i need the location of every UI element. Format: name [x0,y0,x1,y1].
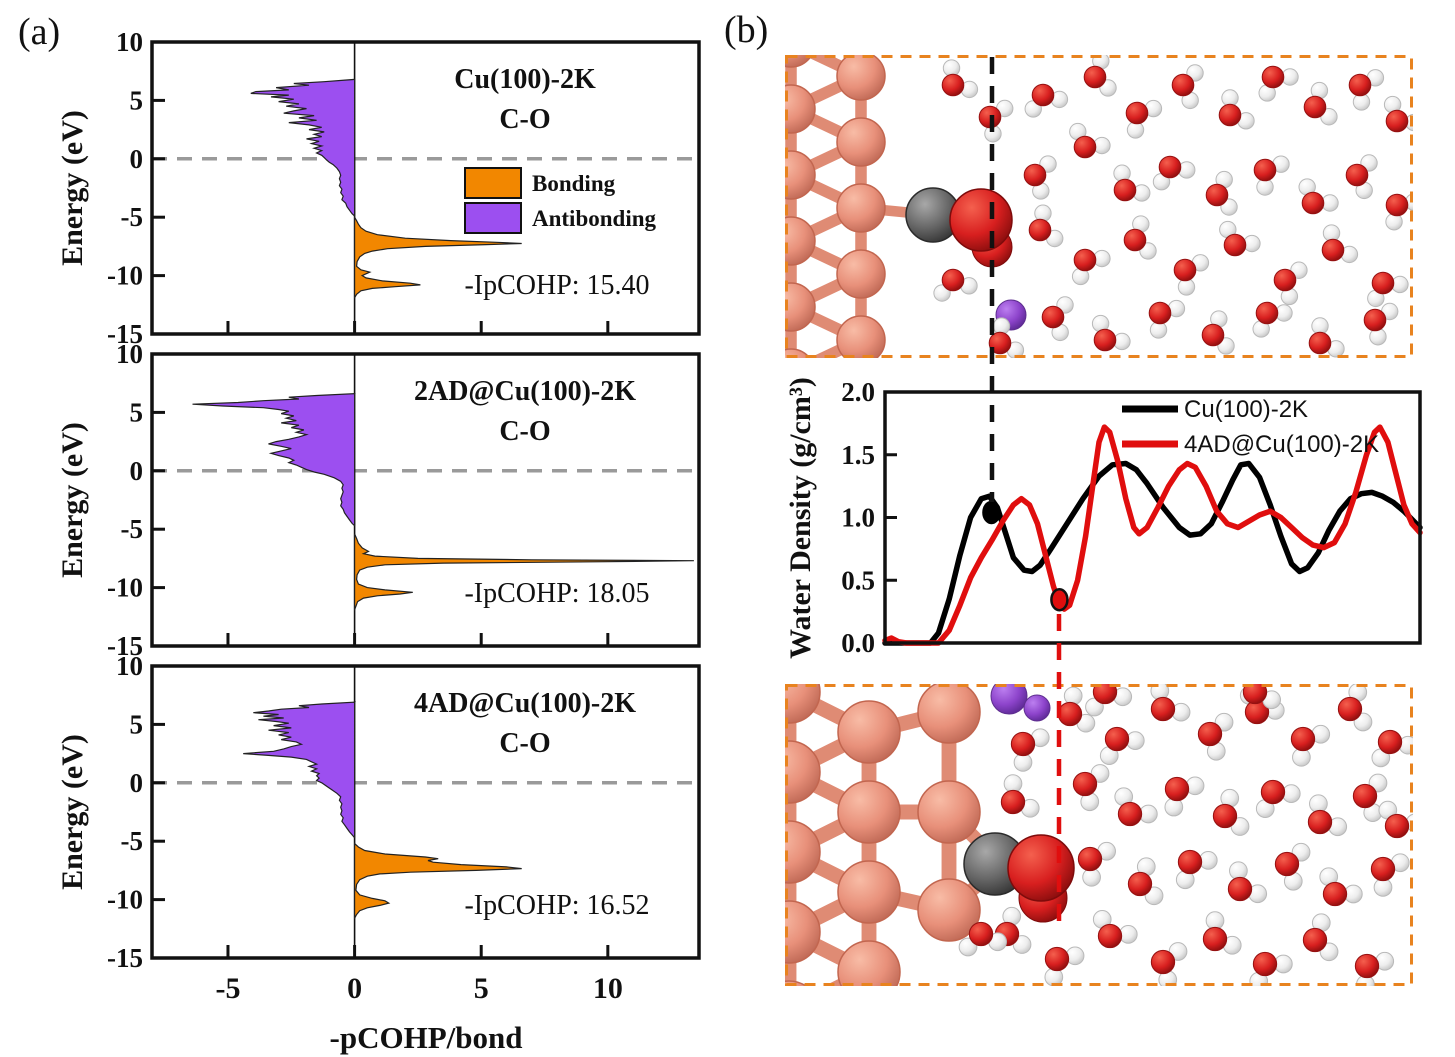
svg-text:-15: -15 [107,943,143,973]
svg-text:-15: -15 [107,319,143,349]
svg-text:0: 0 [130,144,144,174]
density-legend: Cu(100)-2K 4AD@Cu(100)-2K [1122,396,1379,458]
svg-text:0: 0 [347,972,362,1005]
panel-b-label: (b) [724,9,769,51]
md-snapshot-4ad-cu100-2k [785,684,1413,986]
y-axis-label: Water Density (g/cm³) [784,377,817,659]
y-axis-label: Energy (eV) [56,110,89,266]
plot-title: Cu(100)-2K [454,64,596,95]
pcohp-chart-4ad: 10 5 0 -5 -10 -15 -5 0 5 10 4AD@Cu(100)-2K C-O -I… [56,651,701,1055]
legend-antibonding-label: Antibonding [532,206,657,231]
ipcohp-value: -IpCOHP: 18.05 [464,578,649,609]
pcohp-plot-area: 10 5 0 -5 -10 -15 -5 0 5 10 [107,651,701,1005]
ipcohp-value: -IpCOHP: 16.52 [464,890,649,921]
plot-subtitle: C-O [499,416,550,447]
svg-text:-10: -10 [107,885,143,915]
plot-title: 2AD@Cu(100)-2K [414,376,636,407]
pcohp-plot-area: 10 5 0 -5 -10 -15 [107,27,701,349]
svg-text:5: 5 [130,397,144,427]
svg-text:0.0: 0.0 [841,628,875,658]
svg-text:5: 5 [474,972,489,1005]
y-axis-label: Energy (eV) [56,734,89,890]
svg-text:-5: -5 [121,514,144,544]
md-snapshot-cu100-2k [785,55,1413,358]
svg-text:-10: -10 [107,261,143,291]
svg-text:0.5: 0.5 [841,565,875,595]
svg-text:1.5: 1.5 [841,440,875,470]
svg-text:1.0: 1.0 [841,503,875,533]
snapshot-scene [785,684,1413,986]
x-axis-label: -pCOHP/bond [330,1020,523,1055]
pcohp-chart-cu100-2k: 10 5 0 -5 -10 -15 Cu(100)-2K C-O Bonding Anti… [56,27,701,349]
svg-text:10: 10 [116,27,143,57]
svg-text:-5: -5 [215,972,240,1005]
svg-text:10: 10 [116,651,143,681]
pcohp-legend: Bonding Antibonding [464,167,657,234]
svg-text:5: 5 [130,709,144,739]
svg-text:0: 0 [130,456,144,486]
svg-text:0: 0 [130,768,144,798]
svg-text:10: 10 [116,339,143,369]
svg-text:2.0: 2.0 [841,377,875,407]
y-axis-label: Energy (eV) [56,422,89,578]
legend-antibonding-swatch [464,202,522,234]
svg-text:-10: -10 [107,573,143,603]
density-plot-area: 0.0 0.5 1.0 1.5 2.0 [841,377,1423,658]
svg-text:10: 10 [593,972,623,1005]
legend-bonding-swatch [464,167,522,199]
density-chart: 0.0 0.5 1.0 1.5 2.0 Cu(100)-2K 4AD@Cu(100)-2… [784,377,1423,659]
plot-title: 4AD@Cu(100)-2K [414,688,636,719]
pcohp-plot-area: 10 5 0 -5 -10 -15 [107,339,701,661]
pcohp-chart-2ad: 10 5 0 -5 -10 -15 2AD@Cu(100)-2K C-O -IpCOHP:… [56,339,701,661]
legend-bonding-label: Bonding [532,171,616,196]
svg-text:5: 5 [130,85,144,115]
plot-subtitle: C-O [499,104,550,135]
svg-text:-5: -5 [121,826,144,856]
svg-text:-5: -5 [121,202,144,232]
svg-text:-15: -15 [107,631,143,661]
panel-a-label: (a) [18,11,61,53]
ipcohp-value: -IpCOHP: 15.40 [464,270,649,301]
legend-black-label: Cu(100)-2K [1184,396,1308,423]
legend-red-label: 4AD@Cu(100)-2K [1184,431,1379,458]
plot-subtitle: C-O [499,728,550,759]
snapshot-scene [785,55,1413,358]
